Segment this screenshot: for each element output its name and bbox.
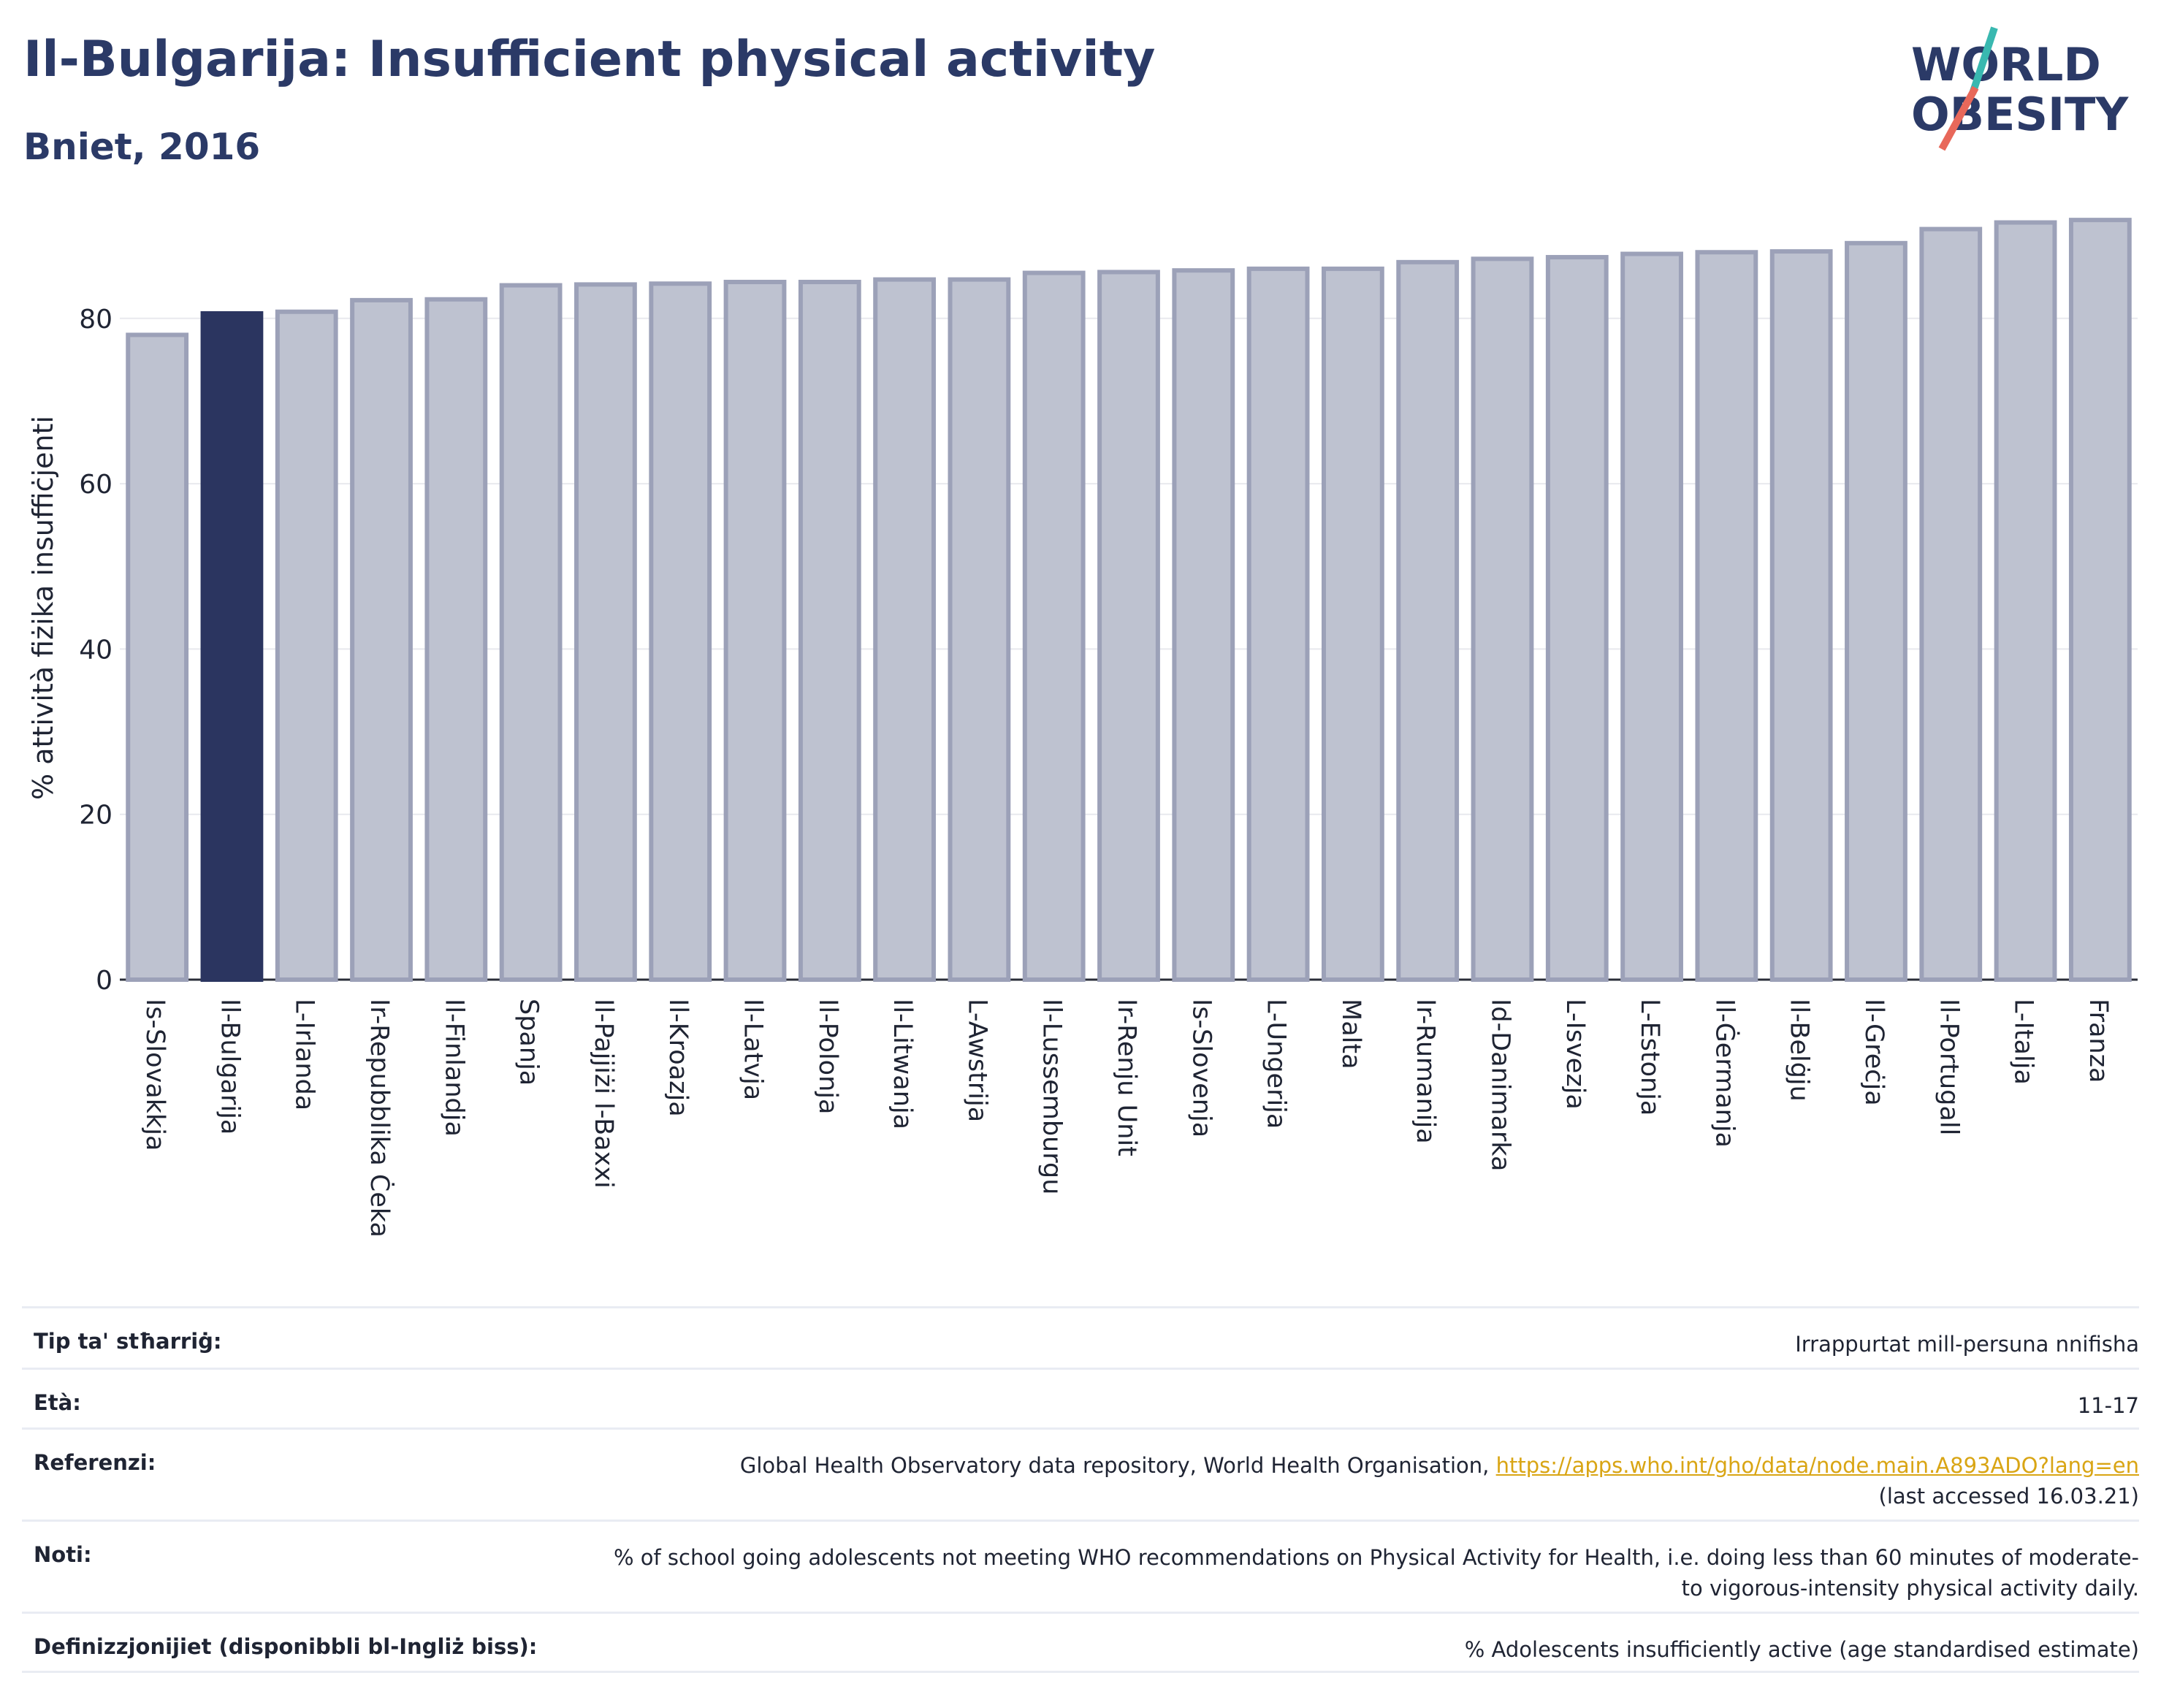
x-tick-label: L-Irlanda <box>290 999 319 1110</box>
bar-9 <box>798 279 861 982</box>
x-tick-label: Il-Pajjiżi l-Baxxi <box>589 999 618 1189</box>
x-tick-label: Id-Danimarka <box>1485 999 1514 1172</box>
x-tick-label: Il-Ġermanja <box>1710 999 1740 1148</box>
bar-20 <box>1620 251 1683 982</box>
bar-10 <box>873 277 937 982</box>
bar-13 <box>1097 270 1160 982</box>
y-axis-label: % attività fiżika insuffiċjenti <box>27 416 59 800</box>
world-obesity-logo: WORLD OBESITY <box>1911 26 2129 151</box>
bar-25 <box>1994 220 2057 982</box>
y-tick-label: 0 <box>96 966 113 996</box>
bar-3 <box>350 297 413 982</box>
y-tick-label: 80 <box>79 305 113 335</box>
x-tick-label: Il-Kroazja <box>663 999 693 1117</box>
bar-1 <box>200 310 264 982</box>
meta-value: 11-17 <box>2077 1393 2139 1418</box>
bar-18 <box>1471 256 1534 982</box>
x-tick-label: Is-Slovenja <box>1186 999 1216 1137</box>
bar-17 <box>1396 259 1460 983</box>
meta-label: Noti: <box>34 1542 92 1567</box>
meta-row-survey-type: Tip ta' stħarriġ: Irrappurtat mill-persu… <box>22 1306 2139 1368</box>
x-tick-label: Il-Lussemburgu <box>1037 999 1067 1194</box>
bar-15 <box>1246 266 1310 982</box>
meta-value: Irrappurtat mill-persuna nnifisha <box>1795 1332 2139 1357</box>
meta-label: Età: <box>34 1390 81 1415</box>
bar-19 <box>1545 255 1609 982</box>
bar-12 <box>1022 270 1086 983</box>
bar-7 <box>649 281 712 983</box>
x-tick-label: Il-Latvja <box>739 999 768 1100</box>
bar-6 <box>574 282 637 983</box>
bar-24 <box>1919 226 1983 982</box>
y-tick-label: 40 <box>79 635 113 665</box>
bar-4 <box>424 297 488 982</box>
bar-5 <box>499 283 563 982</box>
x-tick-label: Ir-Rumanija <box>1411 999 1440 1144</box>
meta-value: % of school going adolescents not meetin… <box>613 1545 2139 1601</box>
x-tick-label: L-Isvezja <box>1560 999 1590 1110</box>
x-tick-label: Is-Slovakkja <box>140 999 169 1151</box>
page-title: Il-Bulgarija: Insufficient physical acti… <box>23 31 1156 88</box>
meta-value: % Adolescents insufficiently active (age… <box>1464 1637 2139 1662</box>
meta-row-references: Referenzi: Global Health Observatory dat… <box>22 1427 2139 1520</box>
x-tick-label: L-Estonja <box>1635 999 1664 1116</box>
meta-label: Tip ta' stħarriġ: <box>34 1329 222 1354</box>
x-tick-label: Il-Polonja <box>813 999 842 1114</box>
bar-14 <box>1172 268 1235 982</box>
bar-22 <box>1769 249 1833 982</box>
meta-label: Referenzi: <box>34 1450 156 1475</box>
bar-layer <box>126 218 2132 983</box>
bar-23 <box>1845 240 1907 982</box>
meta-row-definitions: Definizzjonijiet (disponibbli bl-Ingliż … <box>22 1612 2139 1673</box>
page-subtitle: Bniet, 2016 <box>23 126 261 168</box>
logo-slash-teal <box>1969 26 1998 95</box>
x-tick-label: Malta <box>1336 999 1365 1070</box>
bar-chart: 0 20 40 60 80 Is-Slovakkja Il-Bulgarija L-Irlan… <box>27 218 2138 1238</box>
x-tick-label: Il-Portugall <box>1934 999 1963 1135</box>
bar-11 <box>948 277 1011 982</box>
x-tick-label: L-Awstrija <box>962 999 991 1122</box>
x-tick-label: Spanja <box>514 999 544 1086</box>
meta-row-notes: Noti: % of school going adolescents not … <box>22 1520 2139 1612</box>
bar-21 <box>1695 250 1758 982</box>
x-tick-label: L-Italja <box>2009 999 2038 1085</box>
reference-link[interactable]: https://apps.who.int/gho/data/node.main.… <box>1495 1453 2139 1478</box>
meta-label: Definizzjonijiet (disponibbli bl-Ingliż … <box>34 1634 538 1659</box>
meta-row-age: Età: 11-17 <box>22 1368 2139 1427</box>
x-tick-label: L-Ungerija <box>1262 999 1291 1129</box>
x-tick-label: Il-Finlandja <box>439 999 468 1137</box>
bar-2 <box>275 309 338 983</box>
bar-26 <box>2068 218 2132 983</box>
x-tick-label: Ir-Renju Unit <box>1112 999 1141 1156</box>
x-tick-label: Franza <box>2084 999 2113 1083</box>
reference-text: Global Health Observatory data repositor… <box>739 1453 1496 1478</box>
x-tick-label: Il-Greċja <box>1859 999 1889 1106</box>
reference-accessed: (last accessed 16.03.21) <box>1878 1484 2139 1509</box>
logo-slash-coral <box>1938 85 1979 151</box>
bar-16 <box>1321 266 1384 982</box>
logo-line1: WORLD <box>1911 38 2101 91</box>
meta-value: Global Health Observatory data repositor… <box>740 1450 2139 1520</box>
y-tick-label: 20 <box>79 801 113 831</box>
x-tick-label: Il-Litwanja <box>888 999 917 1129</box>
bar-0 <box>126 332 189 983</box>
label-layer: 0 20 40 60 80 Is-Slovakkja Il-Bulgarija L-Irlan… <box>79 305 2113 1238</box>
x-tick-label: Il-Bulgarija <box>215 999 244 1135</box>
bar-8 <box>723 279 787 982</box>
x-tick-label: Il-Belġju <box>1785 999 1814 1102</box>
y-tick-label: 60 <box>79 470 113 500</box>
metadata-table: Tip ta' stħarriġ: Irrappurtat mill-persu… <box>22 1306 2139 1673</box>
x-tick-label: Ir-Repubblika Ċeka <box>365 999 395 1238</box>
